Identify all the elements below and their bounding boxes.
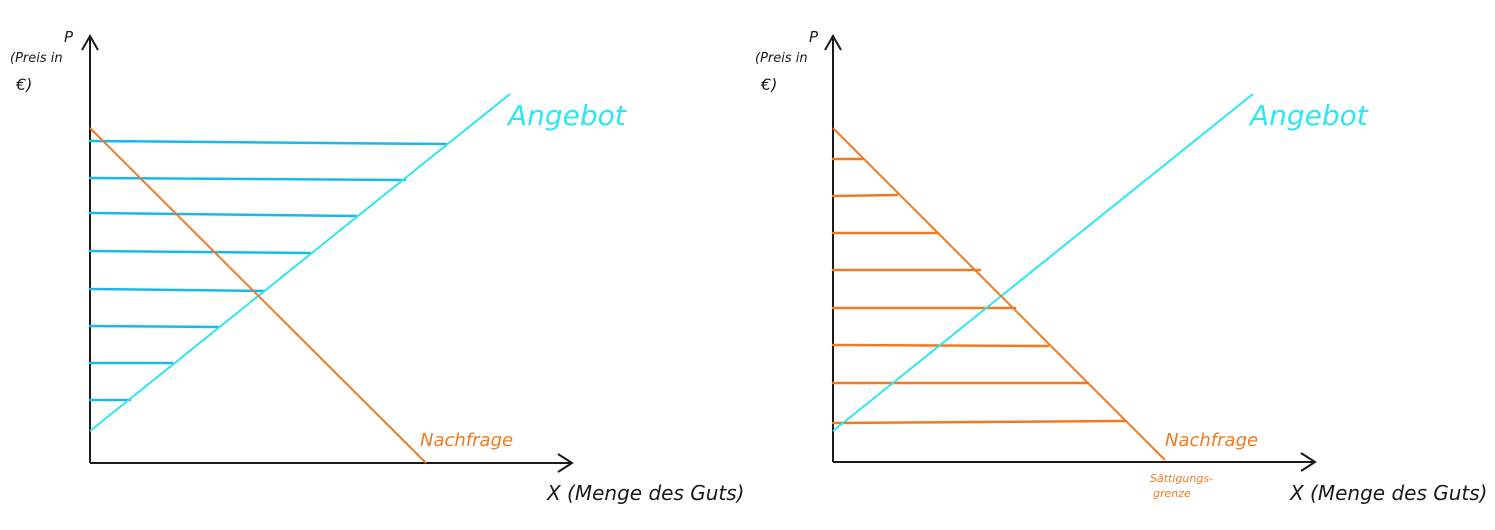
hatch-line [88, 139, 448, 146]
supply-label: Angebot [1248, 99, 1369, 132]
x-axis-arrowhead [1300, 452, 1317, 472]
hatch-line [88, 211, 358, 218]
y-axis-label-line1: (Preis in [10, 51, 63, 66]
right-diagram: P (Preis in €) Angebot Nachfrage Sättigu… [745, 0, 1495, 530]
supply-curve [832, 93, 1254, 432]
hatch-line [88, 249, 312, 255]
hatch-line [831, 419, 1128, 425]
right-diagram-svg: P (Preis in €) Angebot Nachfrage Sättigu… [755, 28, 1487, 505]
demand-label: Nachfrage [1165, 430, 1258, 451]
demand-curve [89, 127, 427, 464]
saturation-label-line1: Sättigungs- [1150, 472, 1213, 485]
hatch-line [88, 176, 407, 182]
y-axis-label-line1: (Preis in [755, 51, 808, 66]
hatch-line [88, 324, 220, 329]
x-axis-label: X (Menge des Guts) [546, 481, 744, 505]
y-axis-symbol: P [64, 28, 74, 46]
demand-label: Nachfrage [420, 430, 513, 451]
demand-curve [832, 127, 1166, 461]
saturation-label-line2: grenze [1153, 487, 1191, 500]
x-axis-arrowhead [557, 453, 574, 473]
hatch-line [88, 287, 266, 293]
y-axis-label-line2: €) [15, 75, 32, 94]
y-axis-symbol: P [809, 28, 819, 46]
demand-hatching [831, 157, 1128, 425]
y-axis-arrowhead [81, 33, 99, 51]
supply-label: Angebot [506, 99, 627, 132]
supply-curve [89, 93, 511, 432]
supply-hatching [88, 139, 448, 402]
y-axis-label-line2: €) [760, 75, 777, 94]
x-axis-label: X (Menge des Guts) [1289, 481, 1487, 505]
y-axis-arrowhead [824, 33, 842, 51]
left-diagram-svg: P (Preis in €) Angebot Nachfrage X (Meng… [10, 28, 744, 505]
hatch-line [831, 193, 899, 198]
left-diagram: P (Preis in €) Angebot Nachfrage X (Meng… [10, 28, 744, 505]
